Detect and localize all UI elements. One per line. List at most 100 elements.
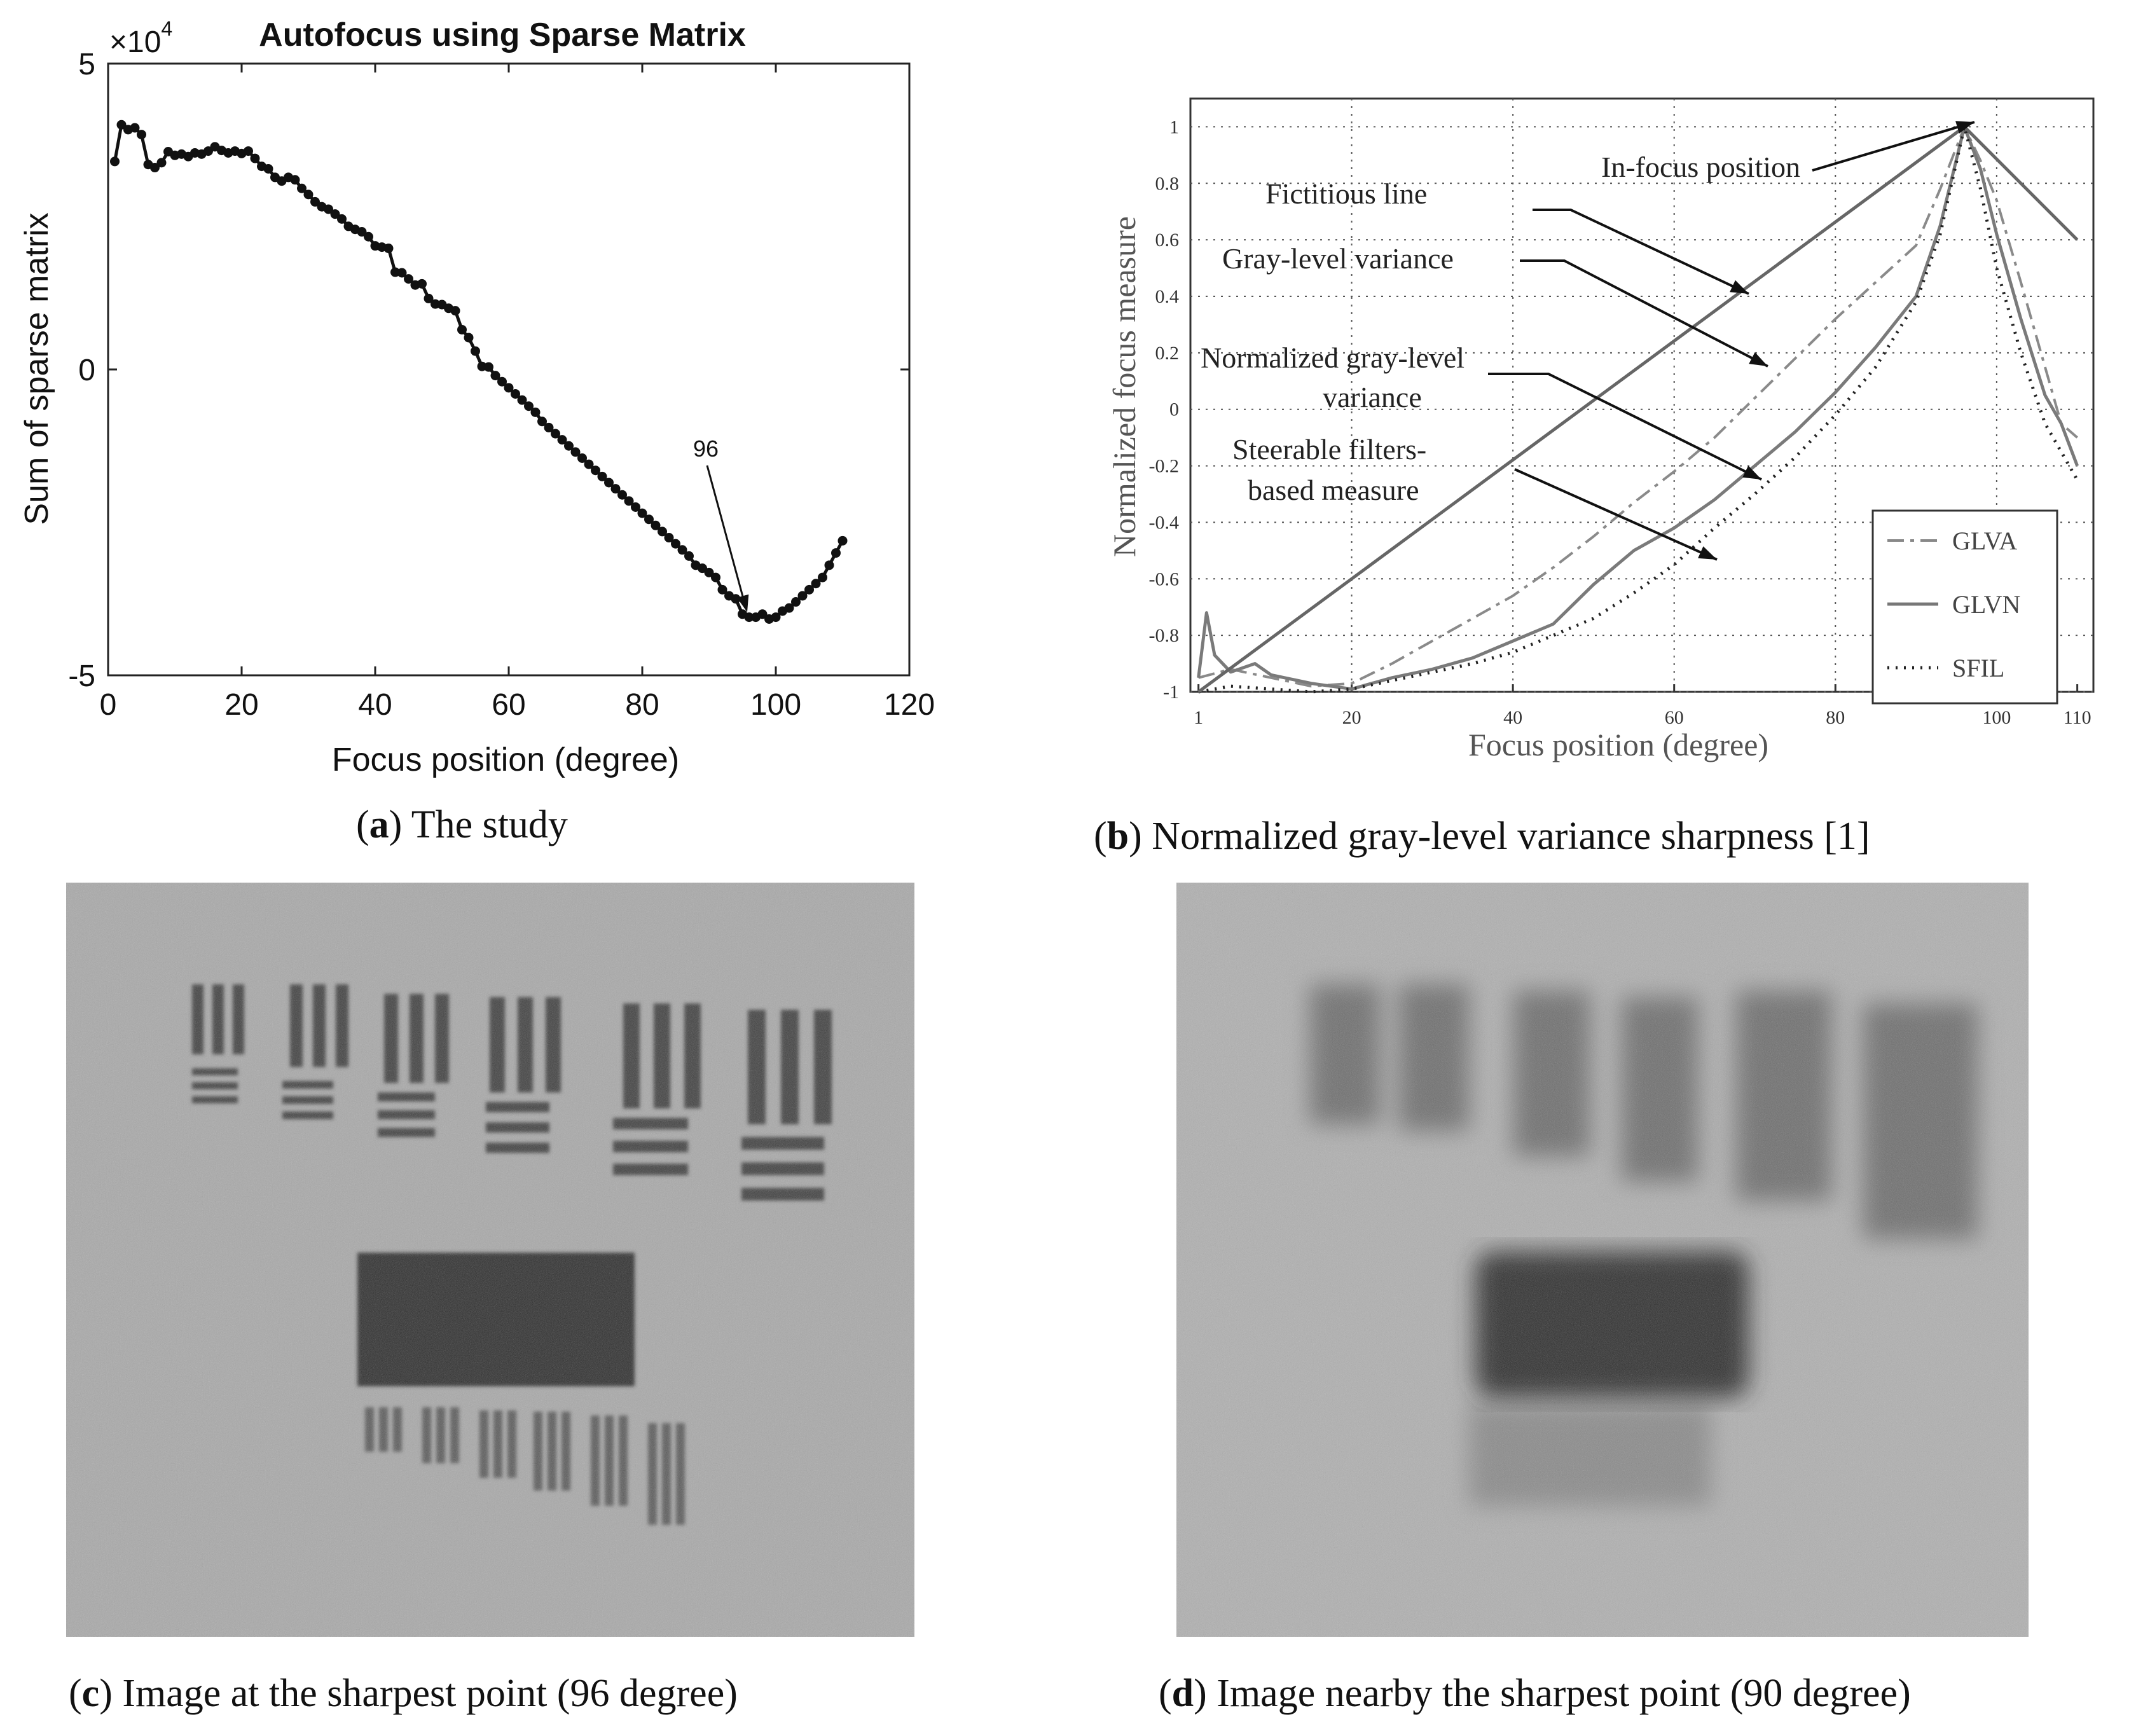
chart-a-point [330,209,340,219]
chart-a-point [357,227,367,237]
chart-a-point [383,244,394,254]
chart-a-point [424,293,434,303]
chart-b-legend-sfil: SFIL [1952,654,2004,682]
chart-a-point [544,422,554,432]
chart-a-y-label: Sum of sparse matrix [18,212,55,525]
chart-a-point [644,514,654,525]
chart-b-annotation-glvn-2: variance [1323,381,1422,413]
chart-a-point [404,274,413,284]
chart-a-point [731,594,741,604]
chart-a-point [263,163,273,174]
chart-a-point [504,383,514,393]
chart-a-point [364,231,373,242]
chart-a-point [597,471,607,481]
chart-a-y-tick-label: -5 [68,659,95,693]
chart-b-arrow-head [1730,280,1749,294]
chart-a-point [711,572,720,582]
chart-a-point [397,268,407,278]
chart-a-point [337,214,347,224]
chart-b-x-tick-label: 80 [1826,707,1845,728]
chart-a-y-multiplier: ×104 [109,17,172,59]
chart-b-legend-glvn: GLVN [1952,590,2020,619]
chart-a-x-tick-label: 0 [100,688,117,722]
chart-a-point [511,389,520,399]
chart-a-x-tick-label: 100 [750,688,801,722]
chart-b-annotation-fictitious: Fictitious line [1265,177,1427,210]
chart-b-annotation-glva: Gray-level variance [1222,242,1454,275]
chart-a-point [484,362,493,372]
chart-b-y-tick-label: -0.2 [1149,456,1180,477]
chart-a-point [517,395,527,405]
chart-b-x-tick-label: 110 [2064,707,2091,728]
chart-b-y-tick-label: -1 [1163,682,1179,703]
chart-b-grid [1189,97,2095,693]
chart-a-point [524,401,534,411]
chart-b: 1 20 40 60 80 100 110 -1 -0.8 -0.6 -0.4 -0.2 0 0.2 0.4… [1106,97,2095,762]
chart-a-point [591,465,600,476]
chart-a-point [651,520,661,530]
chart-a-series [110,120,848,624]
chart-a-point [450,306,460,316]
chart-a-annotation-arrow [706,465,749,612]
chart-a-point [570,447,581,457]
chart-a-series-line [113,121,844,621]
chart-b-y-tick-label: 0.6 [1155,230,1180,251]
chart-b-annotation-sfil-2: based measure [1248,474,1419,506]
chart-b-y-tick-label: -0.4 [1149,512,1180,533]
chart-b-x-tick-label: 20 [1342,707,1361,728]
chart-a: 0 20 40 60 80 100 120-505 Autofocus using Spar… [18,17,935,778]
chart-a-point [137,130,146,140]
chart-a-point [297,183,307,193]
chart-a-point [784,603,794,613]
caption-b: (b) Normalized gray-level variance sharp… [1094,815,1870,858]
chart-a-ticks: 0 20 40 60 80 100 120-505 [68,48,935,722]
chart-b-arrow-head [1955,121,1974,134]
chart-b-arrow-head [1749,352,1768,366]
chart-a-point [617,490,627,500]
chart-b-y-tick-label: 0.8 [1155,173,1180,194]
chart-a-point [530,407,541,417]
chart-b-y-tick-label: 0.2 [1155,343,1180,364]
chart-a-point [811,579,821,589]
chart-a-arrow-shaft [706,465,747,607]
chart-a-point [116,120,127,130]
chart-a-point [631,502,640,512]
image-d-resolution-target-blurred [1176,883,2029,1637]
chart-a-x-tick-label: 20 [224,688,258,722]
chart-a-x-label: Focus position (degree) [332,741,679,778]
chart-a-annotation-label: 96 [693,436,719,462]
chart-a-point [610,484,621,494]
chart-b-arrow-1 [1533,209,1749,295]
chart-a-point [150,163,160,173]
chart-b-arrow-2 [1520,259,1768,368]
chart-a-point [704,567,714,577]
chart-a-point [551,429,560,439]
chart-b-x-tick-label: 1 [1194,707,1203,728]
chart-a-point [471,346,480,356]
chart-a-point [156,158,167,168]
chart-b-arrow-3 [1488,373,1762,481]
chart-b-annotation-arrows [1488,121,1975,561]
chart-a-point [671,539,680,549]
chart-a-point [717,584,727,595]
chart-a-point [290,175,300,185]
chart-b-x-tick-label: 60 [1665,707,1684,728]
chart-a-point [457,324,467,334]
chart-a-point [464,333,474,343]
chart-b-legend-glva: GLVA [1952,527,2017,555]
chart-a-point [818,572,827,582]
chart-a-point [130,123,140,133]
chart-b-arrow-head [1742,465,1761,479]
chart-b-y-tick-label: -0.8 [1149,625,1180,646]
chart-b-ticks: 1 20 40 60 80 100 110 -1 -0.8 -0.6 -0.4 -0.2 0 0.2 0.4… [1149,116,2091,728]
chart-a-point [658,527,667,537]
chart-a-point [684,551,694,561]
chart-b-arrow-0 [1812,121,1975,172]
caption-c: (c) Image at the sharpest point (96 degr… [69,1672,738,1715]
chart-b-x-label: Focus position (degree) [1468,727,1768,762]
chart-a-point [250,153,260,163]
chart-a-point [757,609,768,619]
chart-a-point [664,533,674,543]
chart-a-point [564,441,574,451]
chart-a-point [624,496,634,506]
